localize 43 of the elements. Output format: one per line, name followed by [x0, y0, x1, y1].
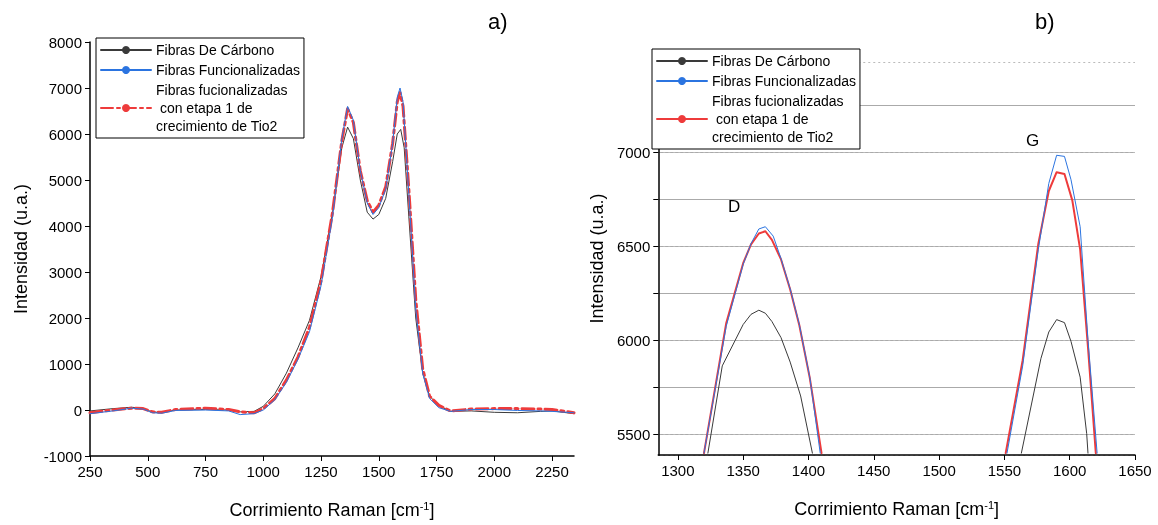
legend-label: Fibras fucionalizadas con etapa 1 de crecimiento de Tio2 [156, 82, 288, 134]
x-tick-label: 1500 [922, 462, 956, 479]
x-tick-label: 1400 [791, 462, 826, 479]
y-tick-label: 5500 [616, 425, 651, 443]
y-tick-label: 6000 [48, 125, 82, 143]
y-tick-label: 1000 [48, 355, 82, 373]
y-tick-label: 3000 [48, 263, 82, 281]
legend-label: Fibras Funcionalizadas [712, 73, 856, 89]
x-tick-label: 750 [193, 463, 219, 480]
y-tick-label: 8000 [48, 33, 82, 51]
y-tick-label: -1000 [43, 447, 82, 465]
y-tick-label: 6500 [616, 237, 651, 255]
x-tick-label: 1250 [304, 463, 338, 480]
y-tick-label: 5000 [48, 171, 82, 189]
x-tick-label: 1500 [362, 463, 396, 480]
legend-label: Fibras fucionalizadas con etapa 1 de crecimiento de Tio2 [712, 93, 844, 145]
y-tick-label: 6000 [616, 331, 651, 349]
annotation: D [728, 197, 741, 216]
x-tick-label: 2000 [477, 463, 511, 480]
y-tick-label: 2000 [48, 309, 82, 327]
legend-label: Fibras De Cárbono [712, 53, 831, 69]
x-tick-label: 1300 [661, 462, 695, 479]
x-tick-label: 2250 [535, 463, 569, 480]
chart-title: b) [1035, 8, 1055, 34]
legend-label: Fibras De Cárbono [156, 42, 275, 58]
y-axis-title: Intensidad (u.a.) [587, 193, 607, 324]
x-tick-label: 500 [135, 463, 161, 480]
x-tick-label: 1600 [1053, 462, 1087, 479]
x-tick-label: 1550 [987, 462, 1022, 479]
x-tick-label: 1350 [726, 462, 760, 479]
x-tick-label: 250 [77, 463, 103, 480]
y-tick-label: 7000 [48, 79, 82, 97]
x-tick-label: 1450 [857, 462, 891, 479]
legend-label: Fibras Funcionalizadas [156, 62, 300, 78]
chart-title: a) [488, 8, 508, 34]
x-tick-label: 1750 [419, 463, 454, 480]
y-axis-title: Intensidad (u.a.) [11, 183, 31, 315]
y-tick-label: 0 [73, 401, 82, 419]
annotation: G [1026, 131, 1040, 150]
y-tick-label: 7000 [616, 143, 651, 161]
x-tick-label: 1650 [1118, 462, 1152, 479]
x-tick-label: 1000 [246, 463, 280, 480]
y-tick-label: 4000 [48, 217, 82, 235]
